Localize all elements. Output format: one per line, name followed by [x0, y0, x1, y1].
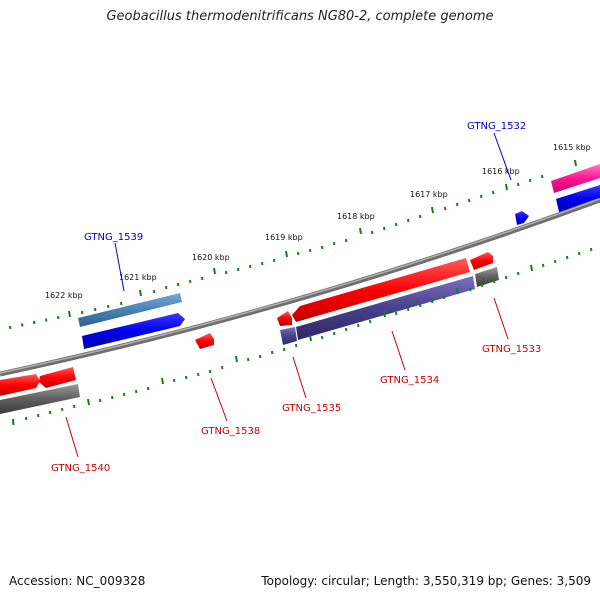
gene-label-1534[interactable]: GTNG_1534 — [380, 375, 439, 386]
gene-feature-arrow[interactable] — [82, 313, 185, 349]
tick-mark-major — [285, 250, 288, 258]
gene-label-1533[interactable]: GTNG_1533 — [482, 344, 541, 355]
genome-backbone-highlight — [0, 198, 600, 374]
leader-line-1534 — [391, 330, 406, 371]
gene-label-1532[interactable]: GTNG_1532 — [467, 121, 526, 132]
tick-mark-major — [309, 334, 312, 342]
tick-mark-major — [68, 310, 71, 318]
tick-mark-major — [87, 398, 90, 406]
tick-mark-major — [213, 267, 216, 275]
kbp-label: 1619 kbp — [265, 233, 303, 242]
gene-feature-1532[interactable] — [515, 211, 529, 225]
forward-features — [78, 164, 600, 349]
reverse-tick-track — [12, 247, 593, 426]
leader-line-1532 — [493, 132, 512, 181]
kbp-label: 1616 kbp — [482, 167, 520, 176]
tick-mark-major — [530, 264, 533, 272]
gene-feature-1534[interactable] — [296, 276, 475, 340]
leader-line-1540 — [65, 416, 79, 458]
gene-leader-lines — [65, 132, 512, 458]
kbp-label: 1618 kbp — [337, 212, 375, 221]
tick-mark-major — [139, 289, 142, 297]
leader-line-1539 — [114, 242, 125, 292]
gene-feature-1535[interactable] — [280, 327, 297, 345]
gene-label-1535[interactable]: GTNG_1535 — [282, 403, 341, 414]
kbp-label: 1615 kbp — [553, 143, 591, 152]
gene-feature-1539[interactable] — [78, 293, 182, 327]
kbp-label: 1622 kbp — [45, 291, 83, 300]
leader-line-1538 — [210, 377, 228, 422]
forward-tick-track — [9, 159, 577, 330]
reverse-features — [0, 252, 499, 414]
tick-mark-major — [505, 183, 508, 191]
leader-line-1533 — [493, 297, 509, 340]
map-title: Geobacillus thermodenitrificans NG80-2, … — [106, 9, 494, 24]
kbp-scale-labels: 1615 kbp 1616 kbp 1617 kbp 1618 kbp 1619… — [45, 143, 591, 300]
genome-backbone — [0, 197, 600, 377]
gene-feature-blue[interactable] — [556, 185, 600, 212]
gene-label-1538[interactable]: GTNG_1538 — [201, 426, 260, 437]
tick-mark-major — [359, 227, 362, 235]
genome-summary: Topology: circular; Length: 3,550,319 bp… — [261, 574, 591, 588]
kbp-label: 1617 kbp — [410, 190, 448, 199]
tick-mark-major — [235, 355, 238, 363]
accession-label: Accession: NC_009328 — [9, 574, 146, 588]
gene-label-1539[interactable]: GTNG_1539 — [84, 232, 143, 243]
gene-feature-red[interactable] — [470, 252, 493, 270]
tick-mark-major — [161, 377, 164, 385]
gene-feature-red-small[interactable] — [277, 311, 292, 326]
tick-mark-major — [431, 206, 434, 214]
gene-feature-red[interactable] — [39, 367, 76, 388]
gene-feature-1540[interactable] — [0, 384, 80, 414]
leader-line-1535 — [292, 356, 307, 399]
kbp-label: 1621 kbp — [119, 273, 157, 282]
kbp-label: 1620 kbp — [192, 253, 230, 262]
gene-feature-1533[interactable] — [475, 267, 499, 287]
tick-mark-major — [383, 310, 386, 318]
gene-label-1540[interactable]: GTNG_1540 — [51, 463, 110, 474]
gene-labels: GTNG_1539 GTNG_1532 GTNG_1540 GTNG_1538 … — [51, 121, 541, 474]
tick-mark-major — [456, 287, 459, 295]
gene-feature-red-long[interactable] — [292, 258, 470, 322]
gene-feature-1538[interactable] — [195, 333, 214, 349]
tick-mark-major — [574, 159, 577, 167]
gene-feature-pink[interactable] — [551, 164, 600, 193]
gene-feature-red[interactable] — [0, 374, 40, 396]
